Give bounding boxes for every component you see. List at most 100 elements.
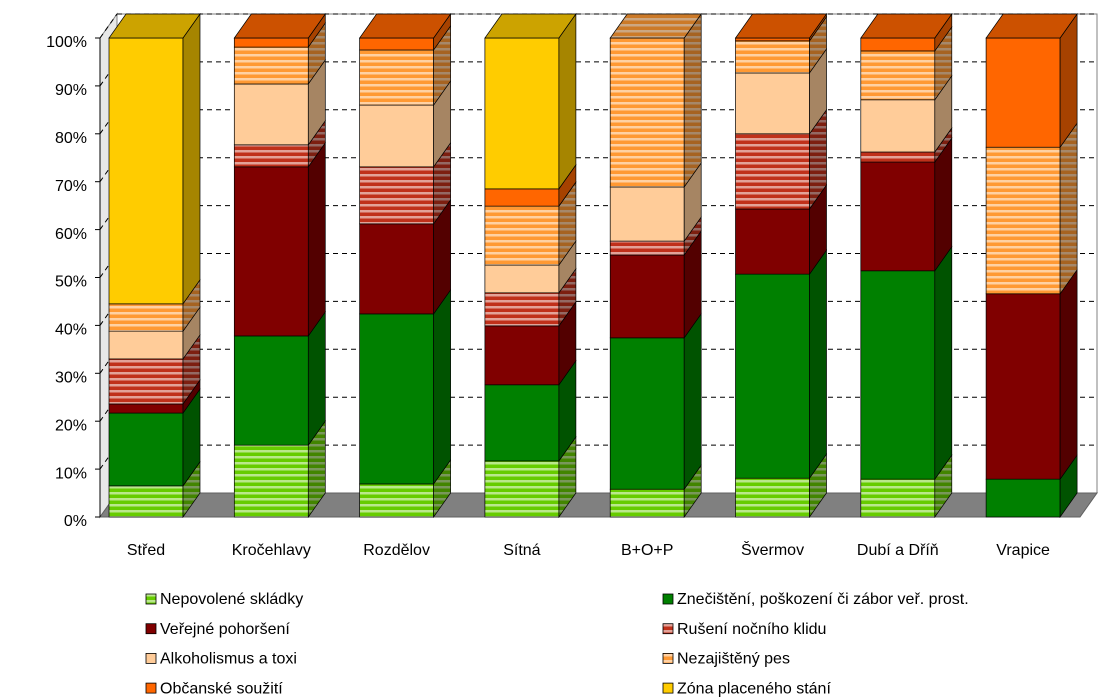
bar-side-shade bbox=[433, 142, 451, 224]
legend-swatch bbox=[662, 653, 674, 664]
bar-side-shade bbox=[809, 14, 827, 41]
legend-label: Občanské soužití bbox=[160, 680, 283, 697]
bar-segment bbox=[108, 330, 184, 360]
bar-side-shade bbox=[308, 14, 326, 48]
legend-label: Veřejné pohoršení bbox=[160, 621, 290, 638]
bar-side-shade bbox=[809, 454, 827, 517]
bar-top-shade bbox=[860, 14, 952, 38]
bar-side-shade bbox=[934, 246, 952, 480]
y-tick-label: 40% bbox=[55, 322, 87, 339]
x-tick-label: Rozdělov bbox=[363, 542, 430, 559]
grid-line bbox=[99, 301, 118, 326]
bar-side-shade bbox=[809, 48, 827, 134]
bar-side-shade bbox=[684, 230, 702, 338]
bar-segment bbox=[985, 293, 1061, 480]
bar-segment bbox=[233, 144, 309, 168]
bar-segment bbox=[860, 478, 936, 518]
bar-side-shade bbox=[684, 217, 702, 255]
bar-segment bbox=[359, 104, 434, 168]
x-tick-label: Dubí a Dříň bbox=[857, 542, 939, 559]
bar-segment bbox=[985, 478, 1061, 518]
bar-side-shade bbox=[558, 182, 576, 266]
bar-side-shade bbox=[934, 128, 952, 163]
legend-label: Nepovolené skládky bbox=[160, 591, 303, 608]
legend-swatch bbox=[145, 623, 157, 635]
y-tick-label: 10% bbox=[55, 465, 87, 482]
bar-segment bbox=[359, 483, 434, 518]
grid-line bbox=[99, 205, 118, 230]
bar-side-shade bbox=[183, 461, 200, 517]
bar-top-shade bbox=[359, 14, 451, 38]
bar-side-shade bbox=[1060, 14, 1078, 148]
y-tick-label: 30% bbox=[55, 370, 87, 387]
bar-segment bbox=[860, 270, 936, 480]
bar-side-shade bbox=[684, 313, 702, 490]
bar-side-shade bbox=[1060, 269, 1078, 480]
bar-segment bbox=[359, 223, 434, 315]
bar-segment bbox=[233, 444, 309, 518]
bar-top bbox=[358, 13, 452, 39]
grid-line bbox=[99, 13, 118, 39]
bar-segment bbox=[609, 186, 685, 242]
bar-side-shade bbox=[1060, 455, 1078, 517]
bar-segment bbox=[860, 151, 936, 163]
bar-side-shade bbox=[809, 109, 827, 210]
x-tick-label: B+O+P bbox=[621, 542, 673, 559]
bar-segment bbox=[484, 325, 560, 386]
bar-side-shade bbox=[934, 14, 952, 51]
bar-segment bbox=[860, 50, 936, 101]
bar-top-shade bbox=[986, 14, 1078, 38]
bar-side-shade bbox=[809, 250, 827, 479]
bar-side-shade bbox=[684, 14, 702, 187]
bar-side-shade bbox=[809, 185, 827, 275]
bar-top bbox=[108, 13, 201, 39]
bar-segment bbox=[359, 166, 434, 225]
bar-top-shade bbox=[610, 14, 702, 38]
legend-swatch bbox=[662, 623, 674, 635]
y-tick-label: 100% bbox=[46, 34, 87, 51]
bar-top-shade bbox=[109, 14, 200, 38]
bar-side-shade bbox=[183, 279, 200, 332]
bar-segment bbox=[233, 46, 309, 85]
legend-swatch bbox=[145, 593, 157, 605]
bar-side-shade bbox=[433, 289, 451, 484]
legend-label: Rušení nočního klidu bbox=[677, 621, 826, 638]
x-tick-label: Střed bbox=[127, 542, 165, 559]
legend-label: Nezajištěný pes bbox=[677, 651, 790, 668]
bar-side-shade bbox=[433, 199, 451, 314]
bar-top-shade bbox=[735, 14, 827, 38]
bar-segment bbox=[609, 337, 685, 490]
bar-top bbox=[860, 13, 953, 39]
legend-swatch bbox=[662, 593, 674, 605]
bar-segment bbox=[860, 37, 936, 52]
bar-side-shade bbox=[809, 16, 827, 73]
x-tick-label: Vrapice bbox=[996, 542, 1050, 559]
legend-swatch bbox=[145, 653, 157, 664]
bar-segment bbox=[609, 254, 685, 339]
grid-line bbox=[99, 396, 118, 422]
bar-top bbox=[734, 13, 828, 39]
y-tick-label: 60% bbox=[55, 226, 87, 243]
bar-side-shade bbox=[558, 360, 576, 461]
bar-segment bbox=[359, 313, 434, 485]
bar-side-shade bbox=[183, 307, 200, 359]
bar-segment bbox=[233, 83, 309, 146]
bar-segment bbox=[484, 264, 560, 294]
bar-segment bbox=[609, 488, 685, 518]
y-tick-label: 0% bbox=[64, 513, 87, 530]
bar-side-shade bbox=[934, 455, 952, 517]
bar-segment bbox=[484, 384, 560, 462]
grid-line bbox=[99, 349, 118, 374]
bar-segment bbox=[609, 37, 685, 188]
legend-swatch bbox=[145, 682, 157, 694]
bar-segment bbox=[484, 205, 560, 266]
bar-top-shade bbox=[234, 14, 326, 38]
bar-segment bbox=[735, 40, 810, 74]
bar-top bbox=[484, 13, 577, 39]
y-tick-label: 80% bbox=[55, 130, 87, 147]
bar-top bbox=[609, 13, 702, 39]
bar-side-shade bbox=[433, 25, 451, 106]
bar-segment bbox=[860, 99, 936, 153]
bar-segment bbox=[108, 303, 184, 332]
